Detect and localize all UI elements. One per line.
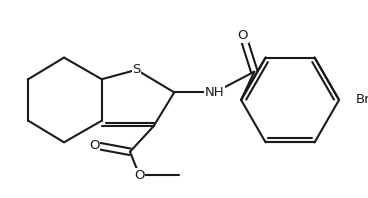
Text: O: O [238, 29, 248, 42]
Text: S: S [132, 63, 141, 76]
Text: O: O [134, 169, 145, 182]
Text: O: O [89, 139, 99, 152]
Text: NH: NH [205, 86, 224, 99]
Text: Br: Br [356, 93, 368, 107]
